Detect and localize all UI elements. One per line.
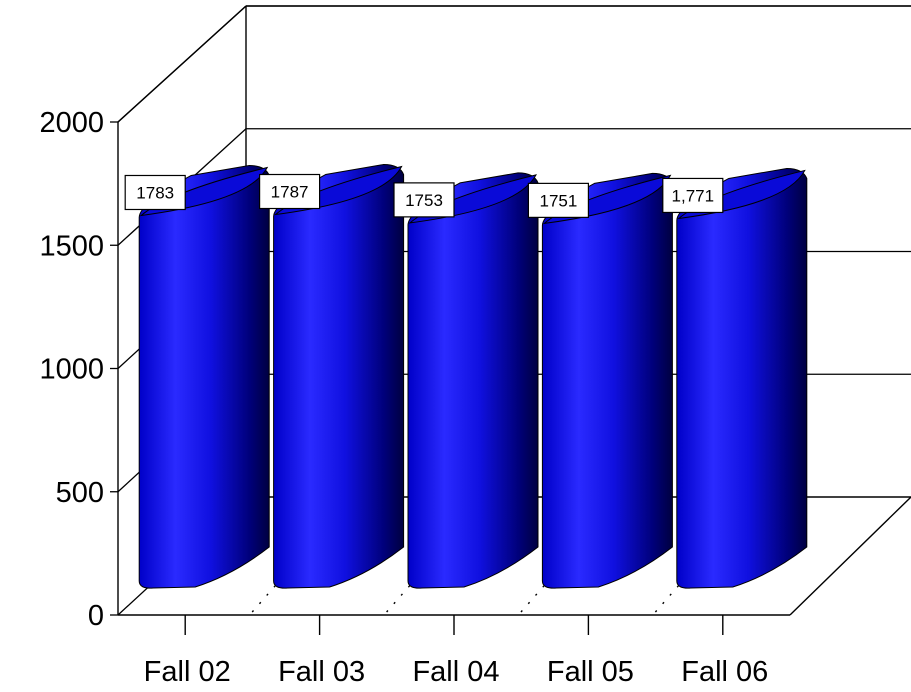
y-tick-label: 0 bbox=[88, 600, 104, 632]
x-tick-label: Fall 06 bbox=[681, 656, 768, 688]
bar: 1783 bbox=[124, 164, 270, 589]
bar: 1787 bbox=[251, 164, 405, 613]
y-tick-label: 2000 bbox=[39, 107, 104, 139]
x-tick-label: Fall 05 bbox=[547, 656, 634, 688]
bar-body bbox=[138, 164, 270, 589]
bar-body bbox=[541, 172, 673, 589]
bar: 1753 bbox=[386, 172, 539, 613]
data-label: 1783 bbox=[136, 183, 174, 202]
data-label: 1,771 bbox=[672, 186, 715, 205]
data-label-box bbox=[124, 174, 186, 211]
bar-body bbox=[407, 172, 539, 589]
bars: 1783 1787 1753 1751 1,771 bbox=[124, 164, 808, 613]
x-tick-label: Fall 02 bbox=[144, 656, 231, 688]
y-tick-label: 1000 bbox=[39, 354, 104, 386]
data-label: 1753 bbox=[405, 191, 443, 210]
y-tick-label: 500 bbox=[56, 477, 104, 509]
bar-body bbox=[676, 167, 808, 589]
data-label-box bbox=[662, 177, 724, 214]
bar: 1751 bbox=[520, 172, 673, 613]
x-axis: Fall 02 Fall 03 Fall 04 Fall 05 Fall 06 bbox=[144, 615, 768, 688]
data-label: 1751 bbox=[539, 191, 577, 210]
data-label: 1787 bbox=[271, 183, 309, 202]
x-tick-label: Fall 04 bbox=[412, 656, 499, 688]
side-gridline bbox=[117, 5, 247, 123]
floor-right-edge bbox=[789, 496, 911, 616]
data-label-box bbox=[527, 182, 590, 218]
bar: 1,771 bbox=[654, 167, 808, 613]
bar-body bbox=[273, 164, 405, 589]
data-label-box bbox=[393, 182, 455, 218]
x-tick-label: Fall 03 bbox=[278, 656, 365, 688]
y-axis: 0 500 1000 1500 2000 bbox=[39, 107, 118, 632]
data-label-box bbox=[259, 173, 321, 210]
y-tick-label: 1500 bbox=[39, 230, 104, 262]
